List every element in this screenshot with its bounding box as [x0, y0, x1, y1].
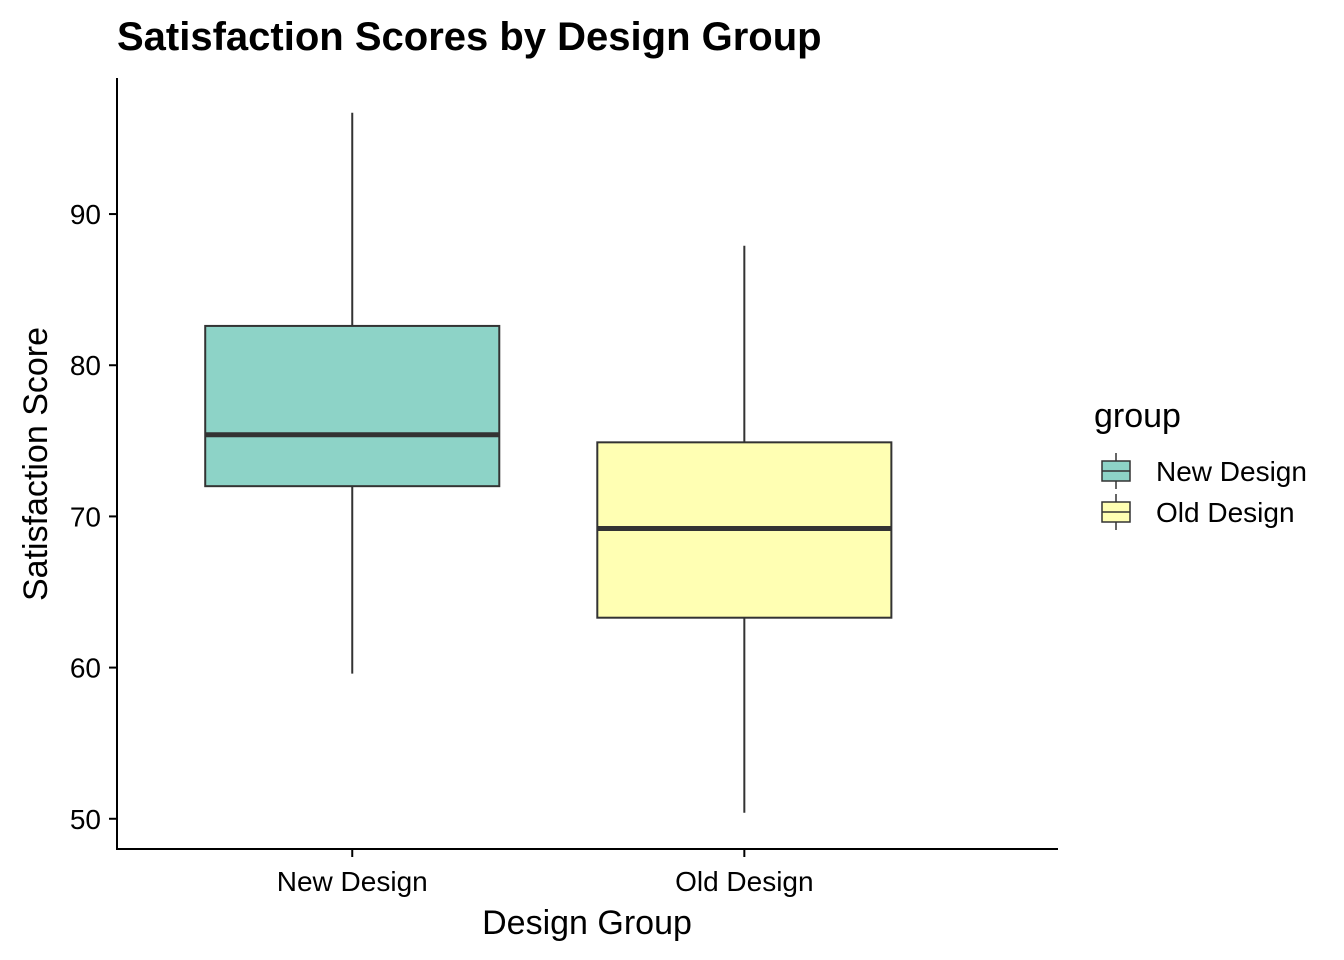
- chart-title: Satisfaction Scores by Design Group: [117, 15, 822, 59]
- y-tick-label: 60: [70, 653, 101, 684]
- box-iqr: [204, 324, 501, 488]
- box-group: [596, 245, 893, 813]
- y-axis-ticks: 50 60 70 80 90: [70, 199, 117, 835]
- y-tick-label: 90: [70, 199, 101, 230]
- y-tick-label: 80: [70, 350, 101, 381]
- legend: group New Design Old Design: [1094, 397, 1307, 530]
- y-tick-label: 70: [70, 501, 101, 532]
- x-axis-ticks: New Design Old Design: [277, 849, 814, 897]
- legend-title: group: [1094, 397, 1181, 435]
- x-axis-title: Design Group: [482, 904, 692, 942]
- y-tick-label: 50: [70, 804, 101, 835]
- box-group: [204, 112, 501, 674]
- x-tick-label: Old Design: [675, 866, 814, 897]
- legend-label: Old Design: [1156, 497, 1295, 528]
- boxes-layer: [204, 112, 893, 813]
- legend-label: New Design: [1156, 456, 1307, 487]
- y-axis-title: Satisfaction Score: [17, 327, 55, 601]
- x-tick-label: New Design: [277, 866, 428, 897]
